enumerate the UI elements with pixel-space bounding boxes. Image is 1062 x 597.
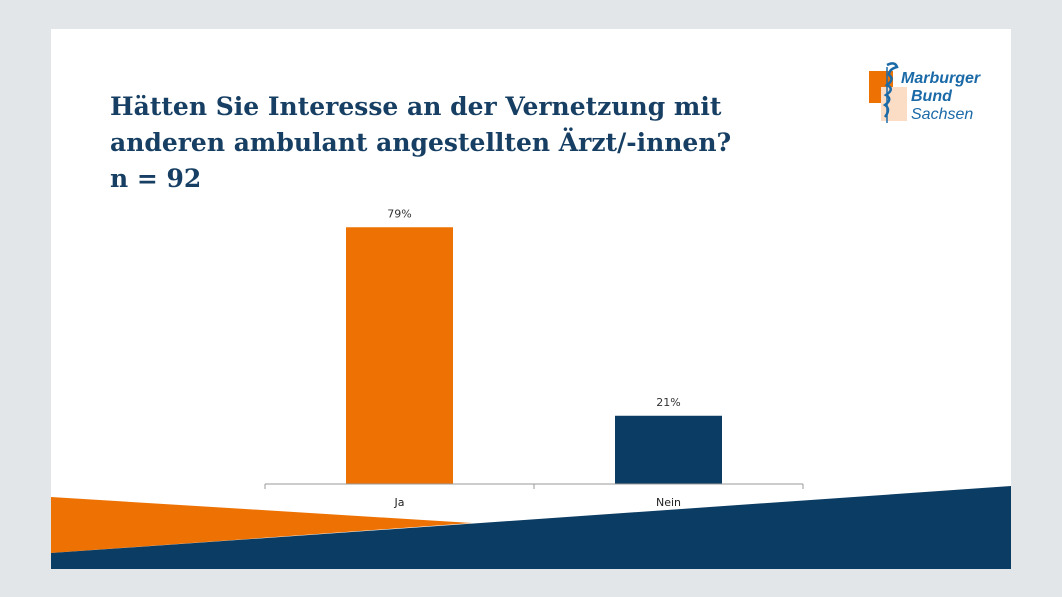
svg-text:Bund: Bund bbox=[911, 88, 953, 105]
bar-nein bbox=[615, 415, 722, 484]
title-line-1: Hätten Sie Interesse an der Vernetzung m… bbox=[110, 92, 722, 121]
x-tick-label: Nein bbox=[656, 496, 681, 509]
bar-ja bbox=[346, 227, 453, 484]
sample-size: n = 92 bbox=[110, 164, 202, 193]
svg-text:Sachsen: Sachsen bbox=[911, 106, 973, 123]
x-tick-label: Ja bbox=[394, 496, 405, 509]
bar-chart: 79% Ja 21% Nein bbox=[264, 207, 804, 509]
orange-band bbox=[51, 497, 472, 553]
data-label: 79% bbox=[387, 207, 411, 220]
title-line-2: anderen ambulant angestellten Ärzt/-inne… bbox=[110, 128, 732, 157]
slide-title: Hätten Sie Interesse an der Vernetzung m… bbox=[110, 89, 731, 197]
marburger-bund-logo: Marburger Bund Sachsen bbox=[863, 61, 993, 126]
navy-band bbox=[51, 486, 1011, 569]
decor-bands bbox=[51, 486, 1011, 569]
svg-text:Marburger: Marburger bbox=[901, 70, 981, 87]
slide: Hätten Sie Interesse an der Vernetzung m… bbox=[51, 29, 1011, 569]
data-label: 21% bbox=[656, 396, 680, 409]
